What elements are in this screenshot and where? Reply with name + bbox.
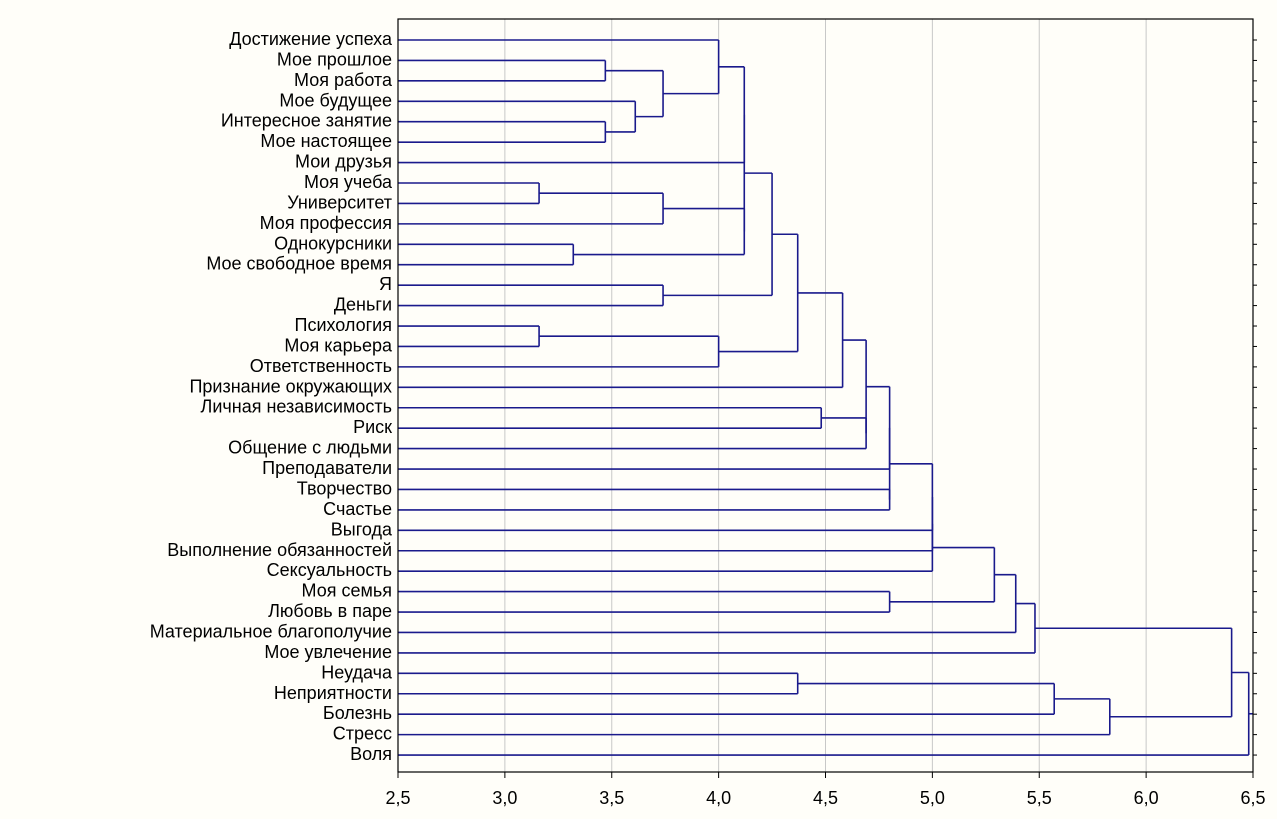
leaf-label: Преподаватели [262,458,392,478]
leaf-label: Мое настоящее [260,131,392,151]
leaf-label: Выполнение обязанностей [167,540,392,560]
leaf-label: Неудача [321,662,393,682]
leaf-label: Признание окружающих [189,376,392,396]
leaf-label: Однокурсники [274,233,392,253]
leaf-label: Мое свободное время [206,254,392,274]
leaf-label: Мое увлечение [264,642,392,662]
leaf-label: Неприятности [274,683,392,703]
leaf-label: Достижение успеха [229,29,393,49]
leaf-label: Любовь в паре [268,601,392,621]
leaf-label: Моя работа [294,70,393,90]
leaf-label: Личная независимость [201,397,392,417]
x-tick-label-5: 5,0 [920,788,945,808]
leaf-label: Общение с людьми [228,438,392,458]
x-tick-label-7: 6,0 [1134,788,1159,808]
leaf-label: Материальное благополучие [150,621,392,641]
leaf-label: Ответственность [250,356,392,376]
leaf-label: Моя учеба [304,172,393,192]
leaf-label: Моя профессия [260,213,392,233]
leaf-label: Риск [353,417,392,437]
leaf-label: Счастье [323,499,392,519]
leaf-label: Болезнь [323,703,392,723]
x-tick-label-3: 4,0 [706,788,731,808]
x-tick-label-2: 3,5 [599,788,624,808]
leaf-label: Выгода [331,519,393,539]
leaf-label: Психология [295,315,393,335]
x-tick-label-6: 5,5 [1027,788,1052,808]
leaf-label: Творчество [297,478,392,498]
leaf-label: Моя карьера [284,335,393,355]
x-tick-label-8: 6,5 [1240,788,1265,808]
leaf-label: Мои друзья [295,152,392,172]
leaf-label: Мое будущее [279,90,392,110]
x-tick-label-0: 2,5 [385,788,410,808]
leaf-label: Я [379,274,392,294]
leaf-label: Моя семья [302,581,392,601]
x-tick-label-1: 3,0 [492,788,517,808]
leaf-label: Деньги [334,295,392,315]
leaf-label: Сексуальность [267,560,392,580]
leaf-label: Мое прошлое [277,49,392,69]
leaf-label: Воля [350,744,392,764]
dendrogram-lines [398,39,1253,756]
x-tick-label-4: 4,5 [813,788,838,808]
leaf-label: Университет [287,192,392,212]
leaf-label: Стресс [333,724,392,744]
x-axis-ticks: 2,5 3,0 3,5 4,0 4,5 5,0 5,5 6,0 6,5 [385,39,1266,808]
leaf-label: Интересное занятие [221,111,392,131]
grid-layer [504,19,1147,772]
